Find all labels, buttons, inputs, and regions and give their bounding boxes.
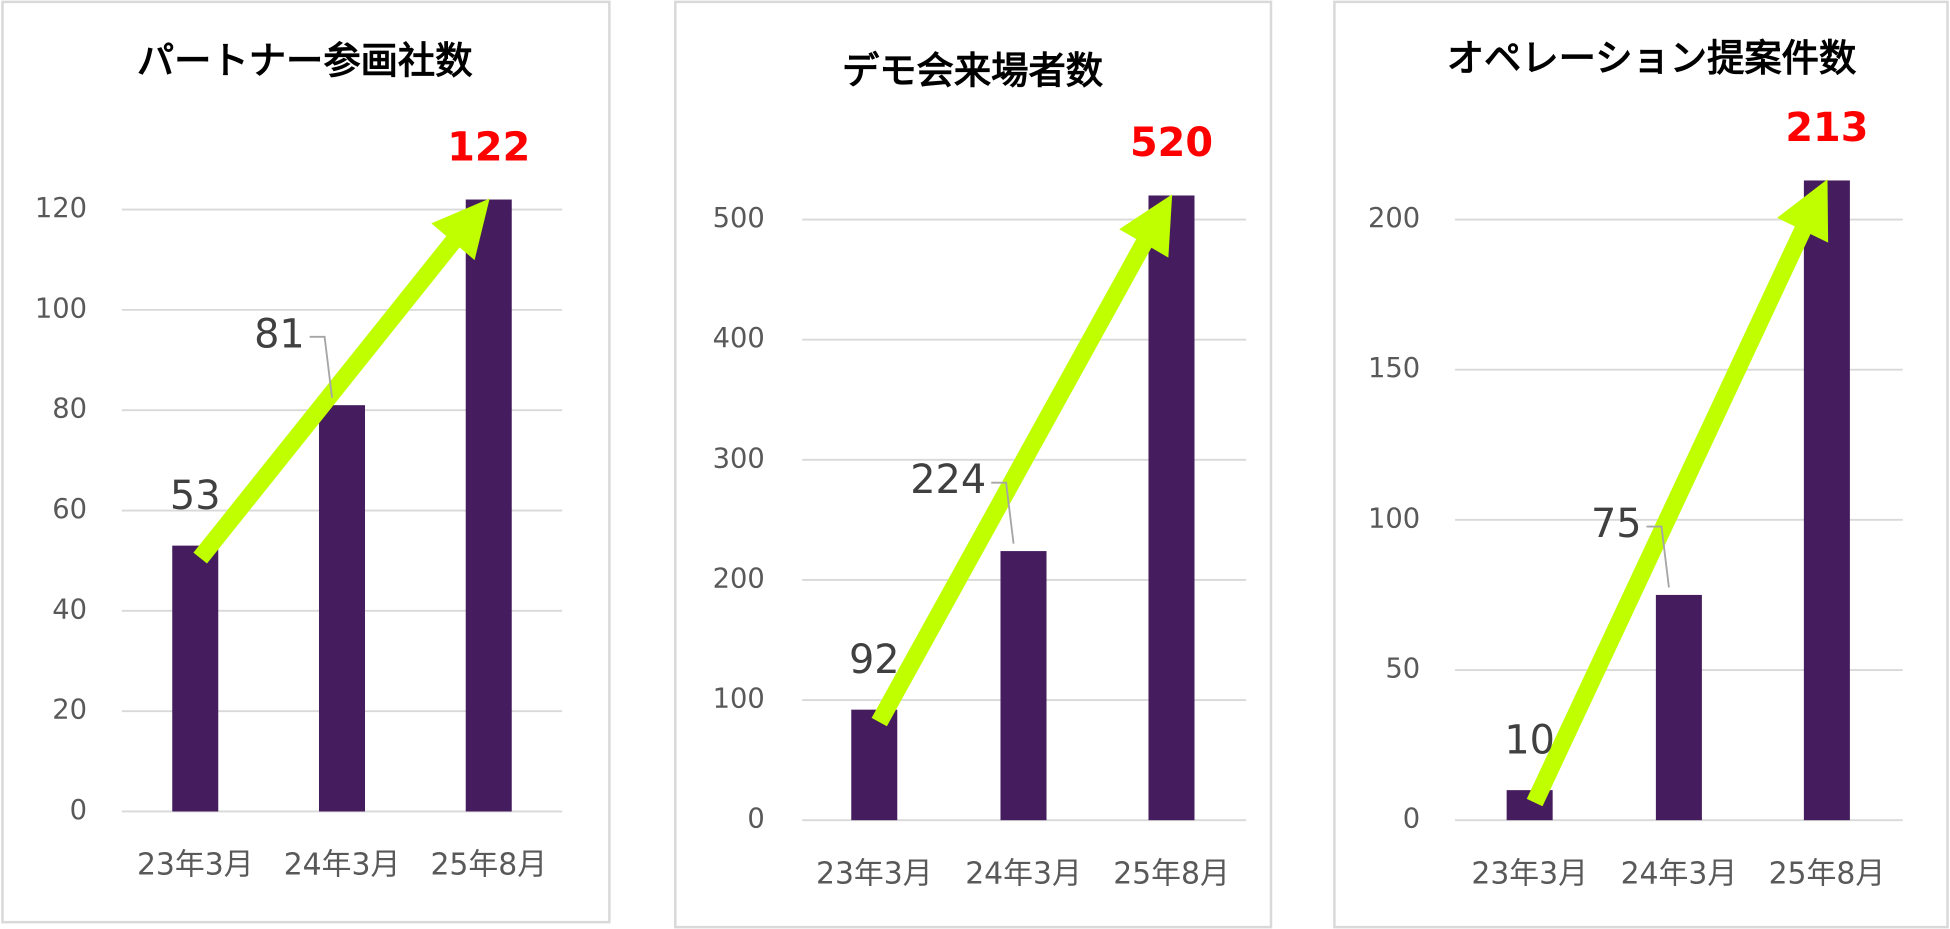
y-tick-label: 300 — [713, 443, 765, 474]
x-tick-label: 25年8月 — [1769, 856, 1886, 891]
value-label: 10 — [1504, 717, 1555, 763]
chart-title: オペレーション提案件数 — [1447, 36, 1857, 80]
y-tick-label: 0 — [747, 804, 764, 835]
y-tick-label: 500 — [713, 203, 765, 234]
y-tick-label: 50 — [1385, 654, 1420, 685]
y-tick-label: 100 — [1368, 503, 1420, 534]
y-tick-label: 100 — [35, 293, 87, 324]
bar — [1148, 195, 1195, 821]
trend-arrow-head — [1119, 194, 1173, 258]
trend-arrow — [193, 235, 461, 564]
y-tick-label: 400 — [713, 323, 765, 354]
trend-arrow — [1526, 225, 1811, 807]
x-tick-label: 25年8月 — [1113, 856, 1230, 891]
bar — [172, 545, 219, 812]
y-tick-label: 60 — [52, 494, 87, 525]
x-tick-label: 24年3月 — [284, 848, 401, 883]
y-tick-label: 80 — [52, 394, 87, 425]
value-label: 75 — [1591, 501, 1642, 547]
value-label: 213 — [1785, 105, 1868, 151]
value-label: 224 — [910, 457, 986, 503]
chart-title: パートナー参画社数 — [137, 38, 473, 82]
chart-title: デモ会来場者数 — [842, 48, 1104, 92]
x-tick-label: 24年3月 — [965, 856, 1082, 891]
y-tick-label: 200 — [1368, 203, 1420, 234]
leader-line — [991, 481, 1015, 544]
bar — [1000, 551, 1047, 821]
value-label: 122 — [447, 124, 530, 170]
x-tick-label: 25年8月 — [430, 848, 547, 883]
value-label: 92 — [849, 637, 900, 683]
y-tick-label: 200 — [713, 563, 765, 594]
x-tick-label: 23年3月 — [816, 856, 933, 891]
y-tick-label: 0 — [1403, 804, 1420, 835]
value-label: 520 — [1130, 120, 1213, 166]
y-tick-label: 40 — [52, 594, 87, 625]
y-tick-label: 100 — [713, 684, 765, 715]
bar — [465, 199, 512, 812]
value-label: 81 — [254, 311, 305, 357]
bar — [851, 709, 898, 821]
x-tick-label: 23年3月 — [1471, 856, 1588, 891]
trend-arrow-head — [431, 198, 490, 261]
bar — [1803, 180, 1850, 821]
trend-arrow — [871, 238, 1152, 727]
x-tick-label: 24年3月 — [1621, 856, 1738, 891]
y-tick-label: 20 — [52, 695, 87, 726]
bar — [1655, 594, 1702, 821]
y-tick-label: 120 — [35, 193, 87, 224]
trend-arrow-head — [1777, 179, 1829, 243]
y-tick-label: 0 — [70, 795, 87, 826]
leader-line — [309, 335, 333, 398]
value-label: 53 — [170, 473, 221, 519]
x-tick-label: 23年3月 — [137, 848, 254, 883]
y-tick-label: 150 — [1368, 353, 1420, 384]
leader-line — [1646, 525, 1670, 588]
bar — [318, 405, 366, 812]
